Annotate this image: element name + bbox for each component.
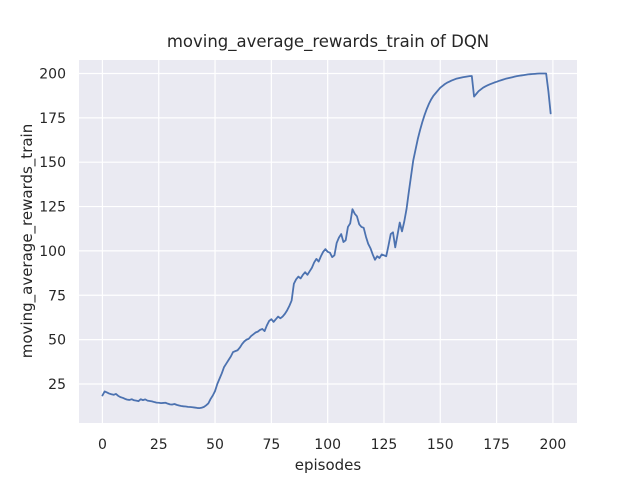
x-axis-label: episodes — [294, 456, 362, 474]
y-tick-label: 75 — [48, 288, 66, 304]
reward-line-series — [101, 72, 552, 410]
x-tick-label: 0 — [98, 437, 107, 453]
x-tick-label: 50 — [206, 437, 224, 453]
y-tick-label: 100 — [39, 244, 66, 260]
x-tick-label: 100 — [314, 437, 341, 453]
x-tick-label: 150 — [427, 437, 454, 453]
x-tick-label: 175 — [483, 437, 510, 453]
y-tick-label: 150 — [39, 155, 66, 171]
y-axis-label: moving_average_rewards_train — [18, 123, 36, 359]
x-tick-label: 125 — [371, 437, 398, 453]
y-tick-label: 25 — [48, 377, 66, 393]
y-tick-label: 200 — [39, 66, 66, 82]
x-tick-label: 200 — [540, 437, 567, 453]
y-tick-label: 50 — [48, 333, 66, 349]
x-tick-label: 25 — [150, 437, 168, 453]
y-tick-label: 125 — [39, 200, 66, 216]
x-tick-label: 75 — [262, 437, 280, 453]
y-tick-label: 175 — [39, 111, 66, 127]
chart-title: moving_average_rewards_train of DQN — [166, 32, 490, 51]
